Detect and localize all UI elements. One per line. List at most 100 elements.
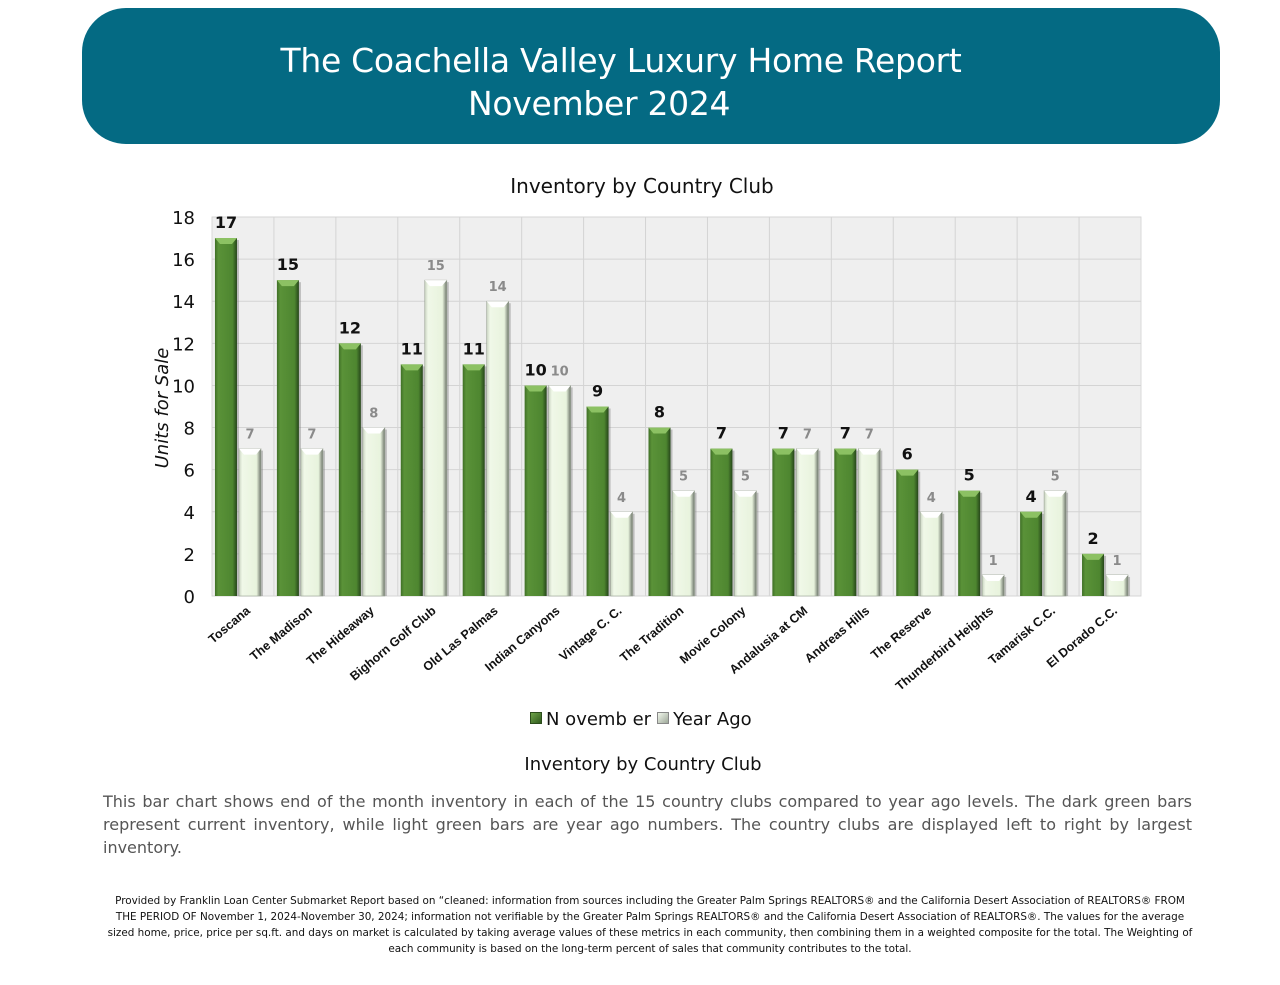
bar-year-ago-bevel (486, 301, 509, 308)
data-label-year-ago: 14 (489, 280, 507, 295)
bar-current-bevel (896, 469, 919, 476)
bar-current (462, 364, 485, 596)
chart-title: Inventory by Country Club (510, 174, 774, 198)
bar-current (958, 490, 981, 596)
bar-year-ago (362, 427, 386, 597)
legend-swatch-year-ago (657, 711, 670, 724)
data-label-year-ago: 1 (989, 554, 998, 569)
legend-swatch-current (530, 711, 542, 724)
bar-current (710, 448, 733, 596)
bar-current-bevel (958, 490, 981, 497)
bar-year-ago (672, 490, 695, 597)
x-tick-label: Toscana (206, 603, 254, 646)
y-tick-label: 14 (172, 292, 195, 313)
bar-year-ago-bevel (424, 280, 447, 287)
bar-current (276, 280, 299, 596)
bar-current-bevel (462, 364, 485, 371)
data-label-year-ago: 10 (551, 364, 569, 379)
y-tick-label: 2 (184, 545, 195, 566)
data-label-current: 17 (215, 213, 237, 232)
bar-year-ago (1043, 490, 1067, 597)
bar-year-ago-bevel (1106, 574, 1129, 581)
bar-year-ago-bevel (238, 448, 261, 455)
x-tick-label: The Reserve (868, 604, 934, 663)
data-label-year-ago: 8 (369, 407, 378, 422)
bar-year-ago-bevel (362, 427, 385, 434)
chart-legend: N ovemb er Year Ago (530, 709, 752, 730)
data-label-current: 5 (964, 466, 975, 485)
bar-year-ago-bevel (300, 448, 323, 455)
x-tick-label: The Madison (247, 604, 315, 664)
bar-year-ago-bevel (610, 511, 633, 518)
data-label-current: 4 (1026, 487, 1037, 506)
data-label-year-ago: 7 (307, 428, 316, 443)
bar-current (214, 238, 237, 597)
bar-current-bevel (772, 448, 795, 455)
y-tick-label: 12 (172, 334, 195, 355)
data-label-current: 15 (277, 255, 299, 274)
data-label-current: 2 (1087, 529, 1098, 548)
bar-year-ago-bevel (796, 448, 819, 455)
chart-description: This bar chart shows end of the month in… (103, 792, 1192, 857)
bar-current-bevel (586, 406, 609, 413)
bar-current (338, 343, 361, 596)
chart-caption: Inventory by Country Club (524, 754, 762, 775)
bar-year-ago-bevel (672, 490, 695, 497)
y-tick-label: 8 (184, 419, 195, 440)
y-tick-label: 10 (172, 376, 195, 397)
bar-current-bevel (834, 448, 857, 455)
report-banner: The Coachella Valley Luxury Home Report … (82, 8, 1220, 144)
source-footnote: Provided by Franklin Loan Center Submark… (107, 895, 1193, 955)
bar-current (834, 448, 857, 596)
data-label-year-ago: 4 (617, 491, 626, 506)
data-label-current: 6 (902, 445, 913, 464)
bar-current-bevel (400, 364, 423, 371)
data-label-current: 11 (401, 339, 423, 358)
bar-year-ago-bevel (858, 448, 881, 455)
data-label-year-ago: 1 (1113, 554, 1122, 569)
bar-current-bevel (338, 343, 361, 350)
bar-current-bevel (276, 280, 299, 287)
data-label-current: 7 (778, 424, 789, 443)
y-tick-label: 4 (184, 503, 195, 524)
data-label-year-ago: 4 (927, 491, 936, 506)
bar-year-ago-bevel (548, 385, 571, 392)
bar-current (648, 427, 671, 596)
bar-year-ago (610, 511, 633, 597)
data-label-current: 12 (339, 318, 361, 337)
bar-year-ago-bevel (982, 574, 1005, 581)
bar-current (400, 364, 423, 596)
bar-current (524, 385, 547, 596)
bar-year-ago (486, 300, 510, 597)
bar-year-ago (424, 279, 448, 597)
y-tick-label: 18 (172, 208, 195, 229)
data-label-current: 8 (654, 403, 665, 422)
bar-year-ago (238, 448, 262, 597)
bar-current-bevel (524, 385, 547, 392)
data-label-current: 10 (525, 360, 547, 379)
bar-current (1020, 511, 1043, 596)
y-tick-label: 0 (184, 587, 195, 608)
bar-year-ago (548, 385, 571, 597)
bar-current (772, 448, 795, 596)
bar-current (1082, 553, 1105, 596)
bar-year-ago-bevel (920, 511, 943, 518)
data-label-year-ago: 5 (679, 470, 688, 485)
bar-year-ago (734, 490, 757, 597)
data-label-year-ago: 7 (245, 428, 254, 443)
data-label-current: 7 (840, 424, 851, 443)
y-tick-label: 6 (184, 461, 195, 482)
bar-current-bevel (710, 448, 733, 455)
x-tick-label: Andreas Hills (802, 604, 872, 666)
report-title: The Coachella Valley Luxury Home Report (280, 41, 962, 80)
bar-current (896, 469, 919, 596)
data-label-current: 11 (463, 339, 485, 358)
x-tick-label: Vintage C. C. (557, 604, 625, 664)
data-label-current: 9 (592, 382, 603, 401)
data-label-year-ago: 15 (427, 259, 445, 274)
bar-current-bevel (648, 427, 671, 434)
legend-label-current: N ovemb er (546, 709, 652, 730)
data-label-year-ago: 7 (865, 428, 874, 443)
bar-year-ago (857, 448, 881, 597)
